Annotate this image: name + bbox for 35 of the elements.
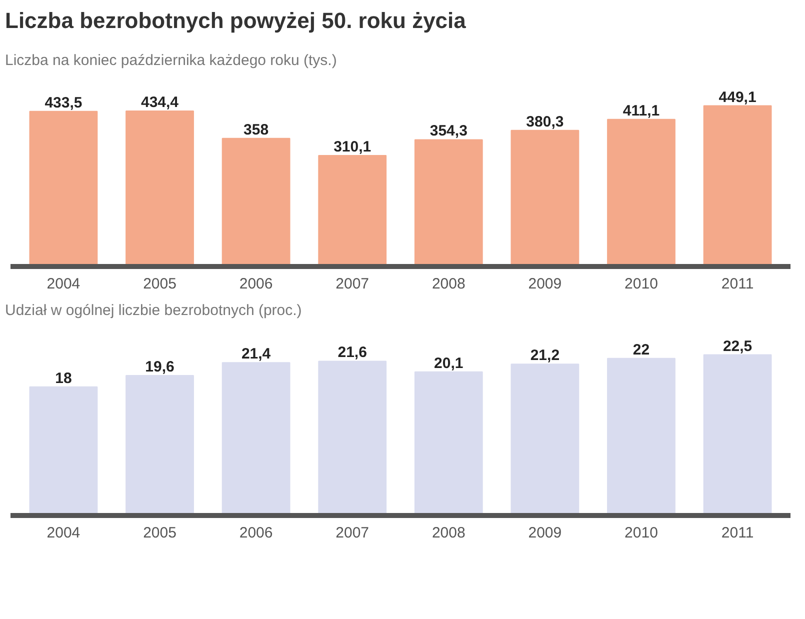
data-label: 18 (55, 370, 72, 388)
x-tick-label: 2006 (239, 524, 273, 542)
data-label: 433,5 (44, 94, 82, 112)
x-tick-label: 2009 (528, 524, 562, 542)
x-tick-label: 2007 (336, 524, 370, 542)
data-label: 411,1 (622, 102, 660, 120)
data-label: 21,6 (338, 344, 367, 362)
data-label: 22,5 (722, 338, 752, 356)
x-tick-label: 2011 (721, 524, 754, 542)
x-tick-label: 2011 (721, 275, 754, 292)
data-label: 19,6 (145, 358, 174, 376)
x-tick-label: 2010 (624, 524, 658, 542)
data-label: 434,4 (140, 94, 180, 111)
data-label: 21,2 (530, 347, 560, 364)
chart-subtitle: Liczba na koniec października każdego roku (tys.) (5, 51, 337, 72)
x-tick-label: 2008 (432, 524, 466, 542)
x-tick-label: 2006 (239, 275, 273, 292)
x-tick-label: 2007 (336, 275, 370, 292)
x-tick-label: 2005 (143, 275, 176, 292)
data-label: 20,1 (434, 355, 464, 372)
chart-subtitle: Udział w ogólnej liczbie bezrobotnych (proc.) (5, 300, 302, 321)
x-tick-label: 2008 (432, 275, 466, 292)
data-label: 21,4 (241, 346, 272, 363)
chart-title: Liczba bezrobotnych powyżej 50. roku życia (5, 7, 466, 35)
data-label: 380,3 (526, 113, 564, 130)
data-label: 310,1 (334, 138, 372, 156)
x-tick-label: 2010 (624, 275, 658, 292)
x-tick-label: 2004 (46, 275, 80, 292)
data-label: 22 (632, 342, 650, 359)
x-tick-label: 2005 (143, 524, 176, 542)
data-label: 358 (244, 121, 269, 138)
x-tick-label: 2004 (46, 524, 80, 542)
data-label: 449,1 (718, 88, 756, 106)
data-label: 354,3 (430, 122, 468, 140)
x-tick-label: 2009 (528, 275, 562, 292)
